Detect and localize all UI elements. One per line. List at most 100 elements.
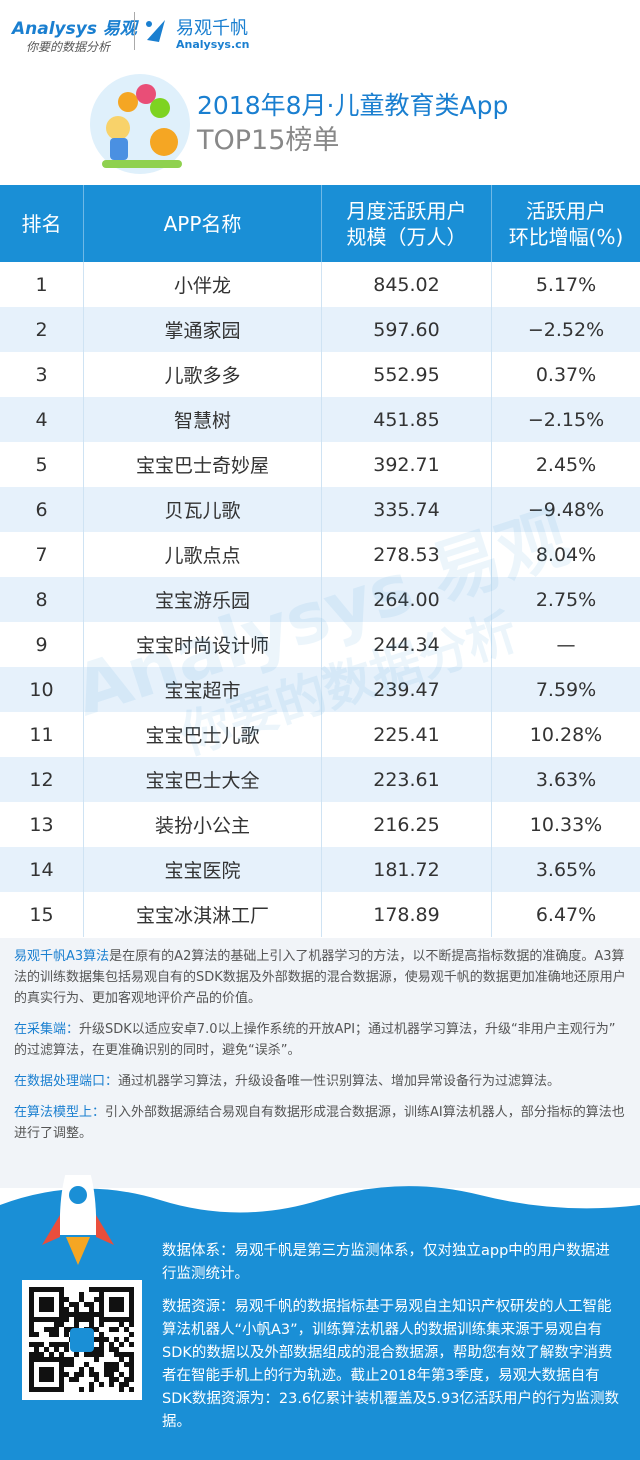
qr-module xyxy=(54,1342,59,1347)
table-cell: 244.34 xyxy=(322,622,492,667)
table-cell: 451.85 xyxy=(322,397,492,442)
header-cell: APP名称 xyxy=(84,185,322,262)
qr-module xyxy=(44,1367,49,1372)
qr-module xyxy=(49,1377,54,1382)
note-lead: 易观千帆A3算法 xyxy=(14,949,110,964)
qr-module xyxy=(49,1342,54,1347)
qr-module xyxy=(39,1287,44,1292)
qr-module xyxy=(29,1317,34,1322)
qr-module xyxy=(109,1302,114,1307)
qr-module xyxy=(49,1287,54,1292)
qr-module xyxy=(69,1357,74,1362)
header-text: 活跃用户 xyxy=(526,198,606,223)
qr-module xyxy=(49,1317,54,1322)
table-cell: 1 xyxy=(0,262,84,307)
qr-module xyxy=(109,1372,114,1377)
qr-module xyxy=(114,1337,119,1342)
table-cell: 10.28% xyxy=(529,723,603,746)
qr-module xyxy=(59,1367,64,1372)
qr-module xyxy=(49,1387,54,1392)
qr-module xyxy=(84,1312,89,1317)
qr-module xyxy=(119,1382,124,1387)
qr-module xyxy=(129,1377,134,1382)
qr-module xyxy=(74,1312,79,1317)
table-cell: 2.75% xyxy=(535,588,597,611)
qr-module xyxy=(99,1332,104,1337)
qr-module xyxy=(94,1297,99,1302)
qr-module xyxy=(84,1302,89,1307)
qr-module xyxy=(49,1327,54,1332)
table-row: 13 装扮小公主 216.25 10.33% xyxy=(0,802,640,847)
qr-module xyxy=(124,1352,129,1357)
qr-module xyxy=(29,1327,34,1332)
footer-paragraph: 数据体系：易观千帆是第三方监测体系，仅对独立app中的用户数据进行监测统计。 xyxy=(162,1243,610,1282)
qr-module xyxy=(89,1367,94,1372)
product-icon xyxy=(146,20,165,42)
qr-module xyxy=(29,1322,34,1327)
table-cell: 392.71 xyxy=(322,442,492,487)
qr-module xyxy=(114,1377,119,1382)
qr-module xyxy=(129,1312,134,1317)
qr-module xyxy=(64,1362,69,1367)
qr-module xyxy=(39,1377,44,1382)
table-cell: 15 xyxy=(0,892,84,937)
table-cell: 181.72 xyxy=(322,847,492,892)
qr-module xyxy=(39,1342,44,1347)
qr-module xyxy=(124,1362,129,1367)
table-cell: 儿歌多多 xyxy=(84,352,322,397)
table-cell: 7.59% xyxy=(535,678,597,701)
qr-module xyxy=(114,1367,119,1372)
table-row: 10 宝宝超市 239.47 7.59% xyxy=(0,667,640,712)
qr-module xyxy=(29,1382,34,1387)
qr-module xyxy=(39,1352,44,1357)
qr-module xyxy=(79,1292,84,1297)
qr-module xyxy=(129,1387,134,1392)
qr-module xyxy=(119,1357,124,1362)
qr-module xyxy=(59,1302,64,1307)
qr-module xyxy=(119,1387,124,1392)
qr-module xyxy=(34,1317,39,1322)
table-cell: 239.47 xyxy=(322,667,492,712)
qr-module xyxy=(59,1287,64,1292)
table-cell: 3 xyxy=(0,352,84,397)
qr-module xyxy=(109,1297,114,1302)
qr-module xyxy=(119,1302,124,1307)
qr-module xyxy=(74,1317,79,1322)
qr-module xyxy=(109,1367,114,1372)
qr-module xyxy=(54,1317,59,1322)
table-cell: 5 xyxy=(0,442,84,487)
qr-module xyxy=(99,1302,104,1307)
divider xyxy=(134,12,135,50)
qr-module xyxy=(44,1327,49,1332)
qr-module xyxy=(44,1302,49,1307)
qr-module xyxy=(44,1347,49,1352)
table-cell: 儿歌点点 xyxy=(84,532,322,577)
qr-module xyxy=(64,1347,69,1352)
qr-module xyxy=(54,1357,59,1362)
qr-module xyxy=(79,1312,84,1317)
qr-module xyxy=(89,1387,94,1392)
qr-module xyxy=(39,1387,44,1392)
note-lead: 在算法模型上： xyxy=(14,1105,106,1120)
qr-module xyxy=(59,1342,64,1347)
qr-module xyxy=(64,1332,69,1337)
qr-module xyxy=(74,1322,79,1327)
table-cell: 宝宝巴士大全 xyxy=(84,757,322,802)
table-row: 2 掌通家园 597.60 −2.52% xyxy=(0,307,640,352)
qr-module xyxy=(114,1347,119,1352)
qr-module xyxy=(124,1377,129,1382)
qr-module xyxy=(59,1312,64,1317)
qr-module xyxy=(29,1357,34,1362)
qr-module xyxy=(59,1377,64,1382)
qr-module xyxy=(104,1287,109,1292)
qr-module xyxy=(34,1387,39,1392)
qr-module xyxy=(29,1332,34,1337)
qr-module xyxy=(64,1312,69,1317)
qr-module xyxy=(29,1377,34,1382)
qr-module xyxy=(99,1347,104,1352)
table-cell: 14 xyxy=(0,847,84,892)
qr-module xyxy=(59,1382,64,1387)
qr-module xyxy=(114,1287,119,1292)
qr-module xyxy=(99,1337,104,1342)
qr-module xyxy=(129,1342,134,1347)
